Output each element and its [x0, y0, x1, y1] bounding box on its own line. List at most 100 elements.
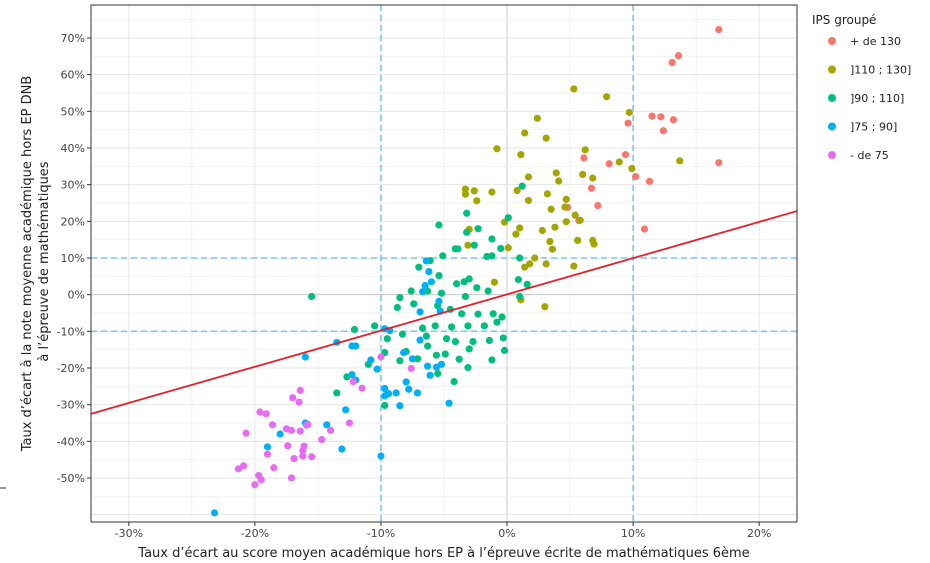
data-point	[516, 292, 524, 301]
data-point	[350, 325, 359, 334]
data-point	[668, 58, 676, 67]
legend-swatch	[828, 122, 836, 131]
data-point	[439, 252, 447, 260]
data-point	[470, 187, 478, 195]
data-point	[451, 338, 459, 346]
data-point	[674, 52, 683, 60]
data-point	[257, 476, 265, 484]
x-tick-label: 10%	[621, 527, 645, 540]
data-point	[299, 446, 307, 455]
y-axis-title-line-1: Taux d’écart à la note moyenne académiqu…	[20, 76, 35, 453]
legend-label: ]110 ; 130]	[850, 64, 911, 77]
data-point	[628, 164, 636, 173]
legend-label: - de 75	[850, 149, 889, 162]
data-point	[493, 145, 501, 153]
y-axis-title: Taux d’écart à la note moyenne académiqu…	[20, 76, 52, 453]
data-point	[488, 356, 496, 364]
data-point	[531, 254, 539, 262]
legend-swatch	[828, 94, 836, 102]
data-point	[437, 289, 446, 297]
data-point	[715, 159, 723, 167]
y-tick-label: 50%	[61, 105, 85, 118]
data-point	[547, 205, 555, 213]
data-point	[473, 197, 481, 205]
data-point	[451, 245, 459, 253]
data-point	[640, 225, 649, 233]
data-point	[287, 474, 296, 482]
data-point	[396, 402, 404, 410]
legend-label: ]90 ; 110]	[850, 92, 904, 105]
data-point	[533, 114, 541, 122]
data-point	[461, 185, 470, 193]
data-point	[210, 509, 219, 517]
data-point	[455, 355, 463, 363]
data-point	[570, 85, 578, 93]
legend-items: + de 130]110 ; 130]]90 ; 110]]75 ; 90] - …	[828, 35, 911, 162]
data-point	[393, 303, 401, 312]
data-point	[538, 226, 546, 235]
data-point	[377, 353, 385, 361]
y-tick-label: 40%	[61, 142, 85, 155]
data-point	[589, 174, 597, 182]
data-point	[276, 430, 284, 438]
y-tick-label: 30%	[61, 179, 85, 192]
data-point	[413, 355, 422, 363]
data-point	[621, 151, 630, 159]
data-point	[521, 263, 529, 271]
data-point	[421, 281, 429, 290]
data-point	[453, 280, 461, 288]
data-point	[676, 157, 684, 165]
data-point	[518, 182, 526, 190]
data-point	[358, 384, 366, 392]
data-point	[308, 292, 316, 301]
data-point	[570, 262, 578, 270]
data-point	[435, 297, 443, 305]
data-point	[669, 116, 678, 124]
data-point	[308, 453, 316, 461]
data-points	[210, 25, 723, 517]
data-point	[299, 452, 307, 460]
y-tick-label: 10%	[61, 252, 85, 265]
data-point	[431, 322, 439, 330]
data-point	[470, 241, 478, 249]
data-point	[498, 313, 506, 321]
data-point	[352, 342, 360, 350]
data-point	[295, 398, 303, 406]
data-point	[263, 443, 272, 451]
data-point	[349, 377, 357, 386]
data-point	[381, 384, 389, 393]
data-point	[290, 454, 298, 463]
plot-border	[90, 4, 798, 523]
data-point	[442, 335, 451, 343]
data-point	[296, 386, 304, 394]
data-point	[571, 211, 579, 219]
data-point	[396, 294, 404, 302]
data-point	[473, 284, 481, 292]
data-point	[561, 203, 569, 211]
regression-line	[90, 210, 798, 415]
data-point	[402, 378, 410, 386]
data-point	[384, 390, 393, 398]
data-point	[590, 240, 598, 248]
data-point	[284, 442, 292, 450]
data-point	[657, 113, 665, 121]
data-point	[615, 158, 623, 166]
data-point	[416, 308, 424, 316]
data-point	[474, 225, 482, 233]
data-point	[587, 184, 596, 192]
data-point	[458, 310, 466, 318]
data-point	[348, 371, 356, 379]
y-tick-label: -40%	[57, 435, 85, 448]
data-point	[659, 127, 667, 135]
data-point	[268, 421, 277, 429]
legend-title: IPS groupé	[812, 13, 876, 27]
data-point	[603, 93, 611, 101]
data-point	[484, 287, 492, 295]
y-tick-label: 60%	[61, 69, 85, 82]
data-point	[445, 399, 453, 407]
data-point	[715, 25, 723, 34]
data-point	[410, 300, 418, 308]
data-point	[463, 209, 471, 217]
data-point	[450, 377, 458, 386]
data-point	[524, 196, 533, 205]
